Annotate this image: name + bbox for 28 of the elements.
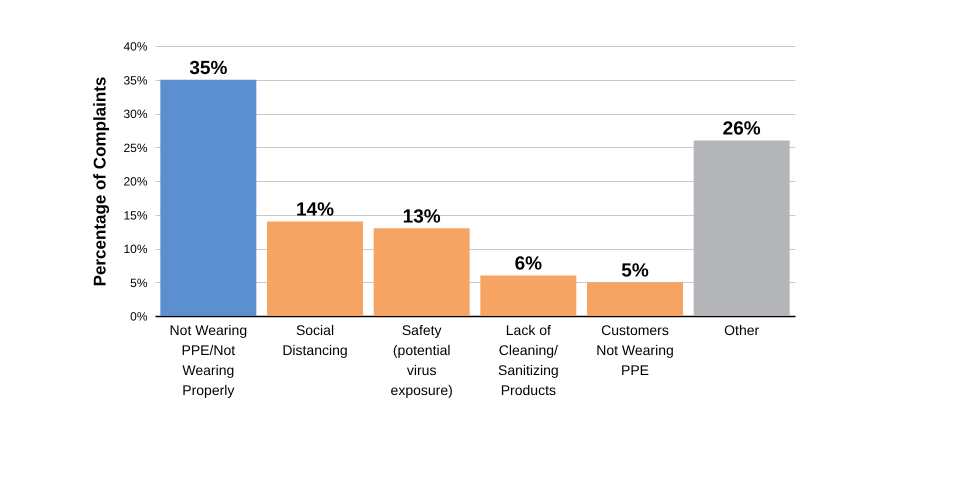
y-tick-label: 20% <box>123 174 148 188</box>
data-label: 14% <box>296 200 334 220</box>
y-tick-label: 0% <box>130 310 148 324</box>
bar <box>480 276 576 316</box>
bar <box>160 80 256 316</box>
y-tick-label: 40% <box>123 40 148 54</box>
data-label: 6% <box>514 254 542 274</box>
x-tick-label: Social Distancing <box>282 322 348 358</box>
y-tick-label: 5% <box>130 276 148 290</box>
y-tick-label: 10% <box>123 242 148 256</box>
x-tick-label: Safety (potential virus exposure) <box>390 322 453 398</box>
y-tick-label: 25% <box>123 140 148 155</box>
y-tick-label: 35% <box>123 73 148 88</box>
x-tick-label: Lack of Cleaning/ Sanitizing Products <box>498 322 559 398</box>
y-tick-label: 30% <box>123 107 148 121</box>
y-tick-label: 15% <box>123 208 148 222</box>
x-tick-label: Customers Not Wearing PPE <box>596 322 674 378</box>
data-label: 26% <box>722 118 761 140</box>
x-tick-label: Other <box>724 322 760 338</box>
bar <box>374 228 470 316</box>
y-axis-title: Percentage of Complaints <box>90 76 110 286</box>
data-label: 13% <box>402 206 441 228</box>
data-label: 5% <box>621 260 649 282</box>
x-tick-label: Not Wearing PPE/Not Wearing Properly <box>170 322 248 398</box>
bar <box>694 140 790 316</box>
bar <box>267 222 363 316</box>
data-label: 35% <box>189 58 228 79</box>
bar <box>587 282 683 316</box>
